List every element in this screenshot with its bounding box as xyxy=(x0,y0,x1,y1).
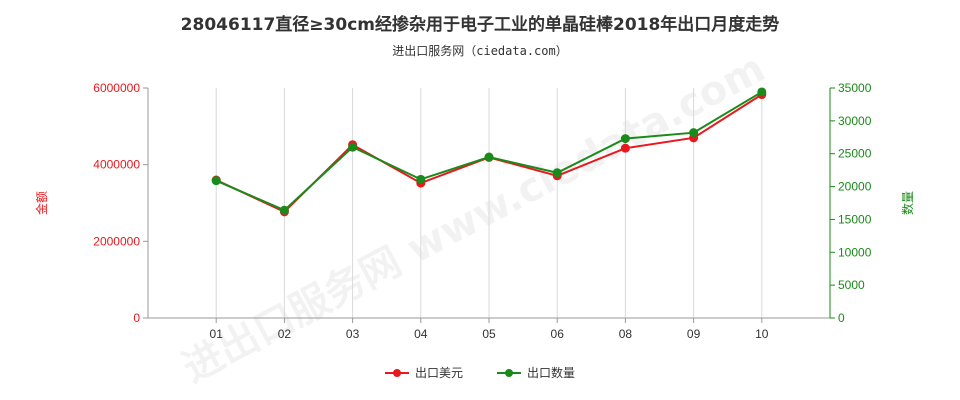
y-tick-left-label: 6000000 xyxy=(93,81,140,95)
chart-title: 28046117直径≥30cm经掺杂用于电子工业的单晶硅棒2018年出口月度走势 xyxy=(180,15,780,35)
x-tick-label: 08 xyxy=(619,327,633,341)
x-tick-label: 05 xyxy=(482,327,496,341)
series-1-point xyxy=(484,152,494,162)
chart-subtitle: 进出口服务网（ciedata.com） xyxy=(392,44,568,58)
y-tick-right-label: 10000 xyxy=(838,245,872,259)
y-tick-right-label: 25000 xyxy=(838,147,872,161)
series-1-point xyxy=(416,174,426,184)
legend-label-export-usd: 出口美元 xyxy=(414,366,463,380)
y-tick-right-label: 35000 xyxy=(838,81,872,95)
y-axis-right-title: 数量 xyxy=(900,191,915,215)
legend-swatch-export-quantity xyxy=(497,368,521,378)
x-tick-label: 01 xyxy=(210,327,224,341)
y-tick-right-label: 20000 xyxy=(838,180,872,194)
y-tick-left-label: 2000000 xyxy=(93,234,140,248)
legend-item-export-usd[interactable]: 出口美元 xyxy=(384,364,463,381)
series-1-point xyxy=(348,142,358,152)
series-1-point xyxy=(757,87,767,97)
series-1-point xyxy=(620,134,630,144)
y-tick-left-label: 4000000 xyxy=(93,158,140,172)
y-tick-right-label: 5000 xyxy=(838,278,865,292)
y-tick-left-label: 0 xyxy=(133,311,140,325)
y-tick-right-label: 30000 xyxy=(838,114,872,128)
chart-legend: 出口美元 出口数量 xyxy=(0,364,960,381)
series-1-point xyxy=(211,176,221,186)
series-1-point xyxy=(689,128,699,138)
x-tick-label: 06 xyxy=(551,327,565,341)
watermark-text: 进出口服务网 www.ciedata.com xyxy=(175,45,772,392)
y-axis-left-title: 金额 xyxy=(34,191,49,215)
legend-swatch-export-usd xyxy=(384,368,409,378)
x-tick-label: 09 xyxy=(687,327,701,341)
legend-item-export-quantity[interactable]: 出口数量 xyxy=(497,364,575,381)
x-tick-label: 10 xyxy=(755,327,769,341)
y-tick-right-label: 0 xyxy=(838,311,845,325)
y-tick-right-label: 15000 xyxy=(838,212,872,226)
series-1-point xyxy=(279,205,289,215)
x-tick-label: 03 xyxy=(346,327,360,341)
x-tick-label: 04 xyxy=(414,327,428,341)
series-1-point xyxy=(552,168,562,178)
legend-label-export-quantity: 出口数量 xyxy=(527,366,576,380)
x-tick-label: 02 xyxy=(278,327,292,341)
series-0-point xyxy=(620,143,630,153)
